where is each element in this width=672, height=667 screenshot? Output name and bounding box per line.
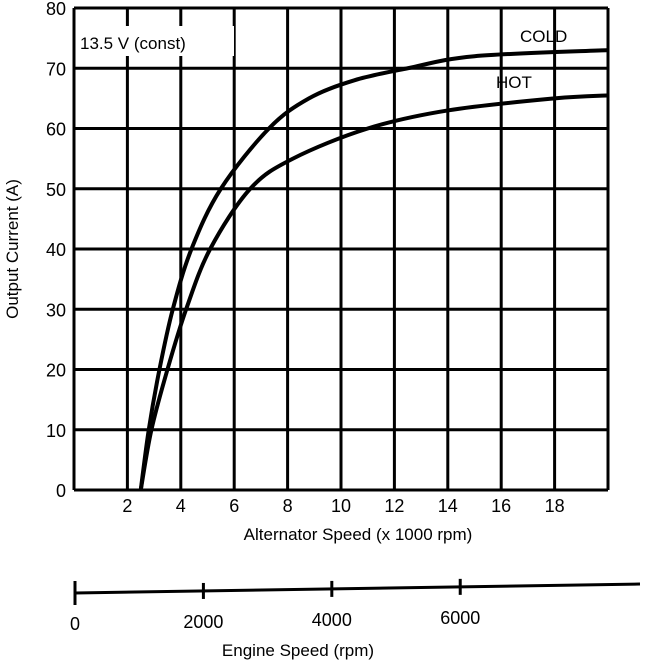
y-tick-label: 80 [46,0,66,19]
engine-speed-axis: 0 2000 4000 6000 [70,578,641,634]
engine-tick-label: 2000 [183,612,223,632]
x-tick-label: 4 [176,496,186,516]
x-tick-label: 8 [283,496,293,516]
x-tick-label: 6 [229,496,239,516]
series-label-hot: HOT [496,73,532,92]
x-tick-label: 18 [545,496,565,516]
y-tick-label: 60 [46,120,66,140]
y-tick-label: 30 [46,300,66,320]
series-line-hot [138,93,609,491]
curves [138,48,609,491]
y-tick-label: 50 [46,180,66,200]
annotation-bg [76,26,234,56]
series-label-cold: COLD [520,27,567,46]
y-tick-label: 40 [46,240,66,260]
y-tick-label: 0 [56,481,66,501]
y-axis-label: Output Current (A) [3,179,22,319]
y-tick-label: 10 [46,421,66,441]
x-tick-label: 16 [491,496,511,516]
y-tick-label: 70 [46,59,66,79]
engine-tick-label: 6000 [440,608,480,628]
voltage-annotation: 13.5 V (const) [80,34,186,53]
grid [72,6,610,492]
x-tick-label: 12 [384,496,404,516]
series-line-cold [138,48,609,491]
x-tick-label: 14 [438,496,458,516]
engine-tick-label: 4000 [312,610,352,630]
x-axis-label: Alternator Speed (x 1000 rpm) [244,525,473,544]
y-tick-label: 20 [46,361,66,381]
x-tick-label: 2 [122,496,132,516]
engine-axis-label: Engine Speed (rpm) [222,641,374,660]
tick-labels: 0 10 20 30 40 50 60 70 80 2 4 6 8 10 12 14 16 18 [46,0,565,516]
engine-axis-line [74,582,641,595]
engine-tick-label: 0 [70,614,80,634]
x-tick-label: 10 [331,496,351,516]
